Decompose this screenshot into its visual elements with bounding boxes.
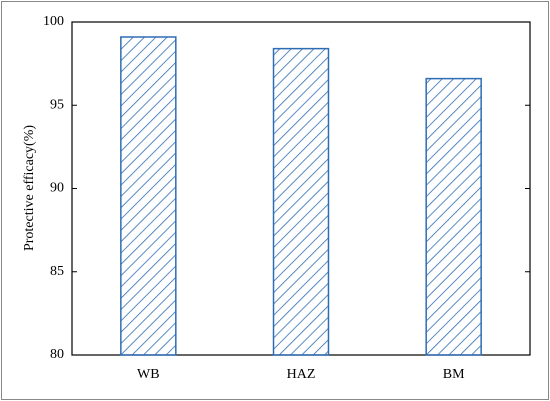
x-tick-label: BM [443, 367, 465, 382]
y-tick-label: 95 [50, 97, 64, 112]
y-tick-label: 100 [43, 14, 64, 29]
bar [272, 47, 330, 356]
y-tick-label: 80 [50, 347, 64, 362]
x-tick-label: WB [137, 367, 160, 382]
y-axis-label: Protective efficacy(%) [22, 125, 37, 251]
x-tick-label: HAZ [287, 367, 316, 382]
bar [425, 77, 482, 356]
bar [120, 36, 177, 356]
y-tick-label: 90 [50, 181, 64, 196]
y-tick-label: 85 [50, 264, 64, 279]
